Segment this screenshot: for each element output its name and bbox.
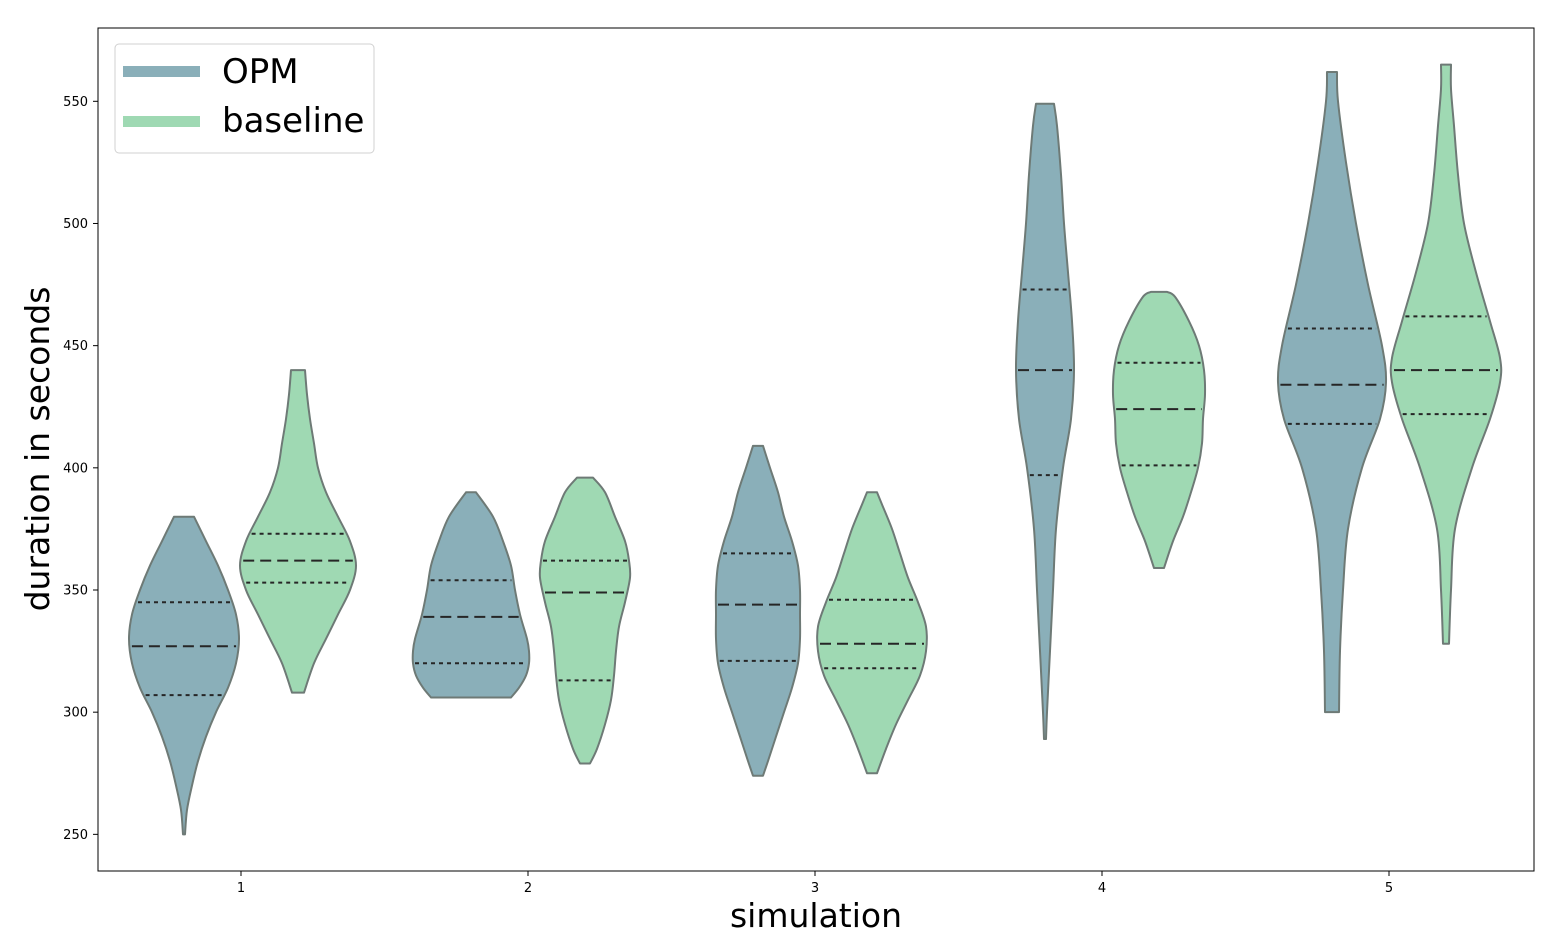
x-axis: 1 2 3 4 5 [237,871,1393,896]
legend-label-opm: OPM [222,52,299,92]
x-tick-label: 4 [1098,881,1106,896]
violin-baseline-4 [1111,290,1207,570]
violin-opm-4 [1014,102,1076,741]
violin-opm-3 [714,444,802,777]
legend-swatch-baseline [123,116,200,127]
violins-layer [128,63,1503,836]
violin-baseline-5 [1389,63,1503,645]
x-tick-label: 1 [237,881,245,896]
y-axis-label: duration in seconds [18,287,57,612]
y-tick-label: 450 [63,339,88,354]
y-tick-label: 550 [63,95,88,110]
y-tick-label: 350 [63,584,88,599]
legend-swatch-opm [123,66,200,77]
x-tick-label: 3 [811,881,819,896]
violin-baseline-1 [239,369,357,694]
violin-body [1389,63,1503,645]
violin-body [816,491,928,775]
violin-body [239,369,357,694]
violin-opm-5 [1276,70,1388,714]
y-tick-label: 500 [63,217,88,232]
x-axis-label: simulation [730,896,902,935]
legend: OPM baseline [114,43,375,154]
violin-body [538,476,632,765]
violin-body [1276,70,1388,714]
violin-baseline-3 [816,491,928,775]
violin-body [1014,102,1076,741]
x-tick-label: 2 [524,881,532,896]
y-axis: 250 300 350 400 450 500 550 [63,95,98,843]
y-tick-label: 400 [63,461,88,476]
x-tick-label: 5 [1385,881,1393,896]
violin-body [1111,290,1207,570]
y-tick-label: 250 [63,828,88,843]
violin-body [714,444,802,777]
violin-body [411,491,531,699]
violin-opm-2 [411,491,531,699]
violin-opm-1 [128,515,240,836]
y-tick-label: 300 [63,706,88,721]
violin-body [128,515,240,836]
violin-baseline-2 [538,476,632,765]
legend-label-baseline: baseline [222,101,364,141]
